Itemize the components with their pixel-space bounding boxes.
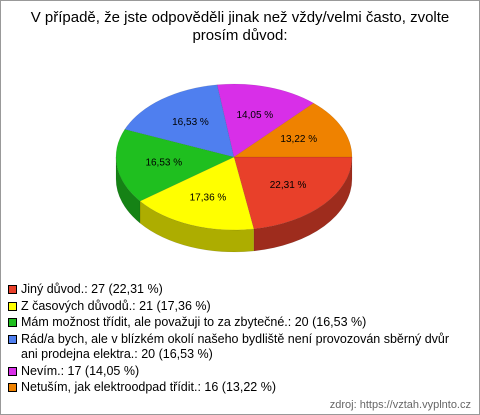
legend-swatch [8, 301, 17, 311]
source: zdroj: https://vztah.vyplnto.cz [329, 399, 471, 411]
legend-label: Jiný důvod.: 27 (22,31 %) [21, 282, 163, 296]
legend-entry: Netuším, jak elektroodpad třídit.: 16 (1… [8, 380, 468, 396]
value-label: 16,53 % [172, 117, 209, 128]
legend-entry: Nevím.: 17 (14,05 %) [8, 364, 468, 380]
value-label: 22,31 % [270, 180, 307, 191]
slice [124, 84, 235, 158]
value-label: 14,05 % [236, 110, 273, 121]
legend-swatch [8, 366, 17, 376]
chart-title: V případě, že jste odpověděli jinak než … [30, 9, 450, 44]
slice [139, 156, 255, 231]
legend-entry: Rád/a bych, ale v blízkém okolí našeho b… [8, 332, 468, 363]
legend: Jiný důvod.: 27 (22,31 %) Z časových důvo… [8, 282, 468, 397]
legend-label: Rád/a bych, ale v blízkém okolí našeho b… [21, 331, 450, 362]
pie-area: 22,31 % 17,36 % 16,53 % 16,53 % 14,05 % 13,22… [115, 83, 353, 253]
slice-side [139, 200, 255, 253]
value-label: 16,53 % [145, 157, 182, 168]
legend-label: Z časových důvodů.: 21 (17,36 %) [21, 298, 211, 313]
legend-label: Mám možnost třídit, ale považuji to za z… [21, 315, 367, 329]
value-label: 17,36 % [190, 192, 227, 203]
legend-swatch [8, 383, 17, 392]
value-label: 13,22 % [280, 134, 317, 145]
legend-entry: Jiný důvod.: 27 (22,31 %) [8, 282, 468, 298]
legend-swatch [8, 318, 17, 327]
slice [115, 128, 235, 202]
legend-swatch [8, 334, 17, 344]
slice [216, 83, 315, 158]
slice [233, 156, 353, 230]
slice [233, 102, 353, 158]
legend-label: Nevím.: 17 (14,05 %) [21, 363, 140, 378]
legend-entry: Mám možnost třídit, ale považuji to za z… [8, 315, 468, 331]
legend-swatch [8, 285, 17, 294]
legend-label: Netuším, jak elektroodpad třídit.: 16 (1… [21, 380, 276, 394]
legend-entry: Z časových důvodů.: 21 (17,36 %) [8, 299, 468, 315]
